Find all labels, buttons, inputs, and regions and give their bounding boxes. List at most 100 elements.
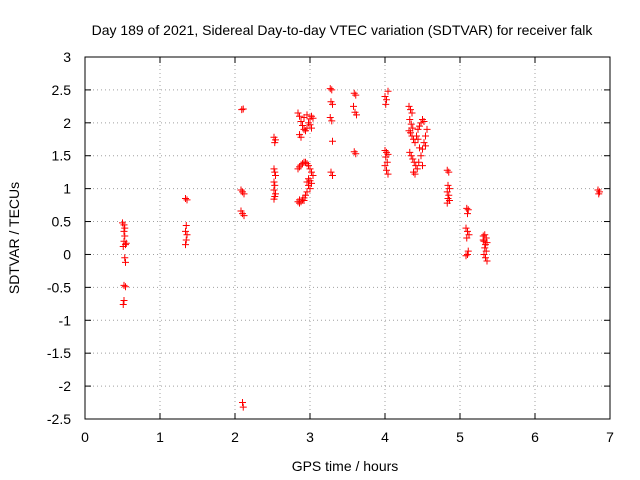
data-point bbox=[595, 190, 603, 198]
data-point bbox=[413, 132, 420, 140]
y-tick-label: 1 bbox=[63, 181, 71, 197]
data-point bbox=[329, 137, 336, 145]
data-point bbox=[481, 231, 489, 239]
data-point bbox=[416, 122, 423, 130]
data-point bbox=[411, 170, 419, 178]
data-point bbox=[270, 165, 278, 173]
data-point bbox=[238, 106, 246, 114]
data-point bbox=[240, 212, 248, 220]
data-point bbox=[414, 125, 422, 133]
data-point bbox=[423, 125, 431, 133]
data-point bbox=[270, 186, 278, 194]
data-point bbox=[326, 85, 334, 93]
data-point bbox=[272, 171, 279, 179]
data-point bbox=[383, 96, 390, 104]
data-point bbox=[299, 121, 306, 129]
data-point bbox=[240, 190, 248, 198]
y-tick-label: -2.5 bbox=[47, 411, 71, 427]
data-point bbox=[445, 168, 453, 176]
data-point bbox=[464, 206, 472, 214]
data-point bbox=[119, 243, 127, 251]
y-axis-title: SDTVAR / TECUs bbox=[6, 182, 22, 294]
data-point bbox=[239, 399, 246, 407]
data-point bbox=[443, 199, 451, 207]
data-point bbox=[329, 100, 336, 108]
data-point bbox=[271, 168, 279, 176]
data-point bbox=[296, 196, 303, 204]
y-tick-label: 2 bbox=[63, 115, 71, 131]
data-point bbox=[121, 254, 129, 262]
data-point bbox=[308, 168, 315, 176]
data-point bbox=[300, 125, 308, 133]
data-point bbox=[483, 239, 491, 247]
data-point bbox=[271, 139, 279, 147]
x-tick-label: 2 bbox=[231, 429, 239, 445]
data-point bbox=[353, 111, 360, 119]
data-point bbox=[296, 112, 303, 120]
data-point bbox=[239, 105, 247, 113]
data-point bbox=[352, 150, 360, 158]
data-point bbox=[122, 283, 129, 291]
data-point bbox=[305, 162, 312, 170]
data-point bbox=[183, 196, 191, 204]
y-tick-label: -1.5 bbox=[47, 345, 71, 361]
y-tick-label: 1.5 bbox=[52, 148, 72, 164]
data-point bbox=[407, 106, 414, 114]
data-point bbox=[445, 191, 453, 199]
y-tick-label: 0 bbox=[63, 246, 71, 262]
data-point bbox=[406, 148, 414, 156]
axis-ticks: 0 1 2 3 4 5 6 7 -2.5 -2 -1.5 -1 -0.5 0 0.5 1 1.5 2 2.5 3 bbox=[47, 49, 614, 445]
data-point bbox=[382, 100, 390, 108]
data-point bbox=[407, 120, 415, 128]
data-point bbox=[384, 87, 392, 95]
data-point bbox=[120, 221, 128, 229]
plot-frame bbox=[84, 56, 611, 420]
data-point bbox=[464, 227, 471, 235]
data-point bbox=[411, 139, 419, 147]
x-tick-label: 3 bbox=[306, 429, 314, 445]
data-point bbox=[306, 165, 314, 173]
data-point bbox=[415, 158, 423, 166]
data-point bbox=[422, 142, 429, 150]
data-point bbox=[420, 139, 428, 147]
data-point bbox=[350, 102, 357, 110]
data-point bbox=[381, 162, 389, 170]
data-point bbox=[416, 144, 423, 152]
x-tick-label: 7 bbox=[606, 429, 614, 445]
data-point bbox=[306, 185, 314, 193]
y-tick-label: 2.5 bbox=[52, 82, 72, 98]
data-point bbox=[482, 254, 489, 262]
data-point bbox=[119, 300, 127, 308]
data-point bbox=[327, 168, 335, 176]
x-tick-label: 0 bbox=[81, 429, 89, 445]
data-point bbox=[464, 250, 471, 258]
data-point bbox=[405, 102, 413, 110]
y-tick-label: 3 bbox=[63, 49, 71, 65]
data-point bbox=[462, 252, 470, 260]
data-point bbox=[271, 181, 279, 189]
data-point bbox=[408, 109, 416, 117]
data-point bbox=[417, 119, 425, 127]
data-point bbox=[383, 166, 390, 174]
data-point bbox=[182, 195, 189, 203]
data-point bbox=[120, 227, 128, 235]
data-point bbox=[417, 152, 425, 160]
data-points bbox=[119, 85, 603, 411]
data-point bbox=[406, 116, 414, 124]
data-point bbox=[326, 114, 334, 122]
x-tick-label: 5 bbox=[456, 429, 464, 445]
data-point bbox=[409, 155, 417, 163]
data-point bbox=[302, 158, 309, 166]
data-point bbox=[182, 241, 189, 249]
data-point bbox=[409, 124, 417, 132]
x-tick-label: 4 bbox=[381, 429, 389, 445]
data-point bbox=[420, 118, 428, 126]
data-point bbox=[419, 145, 426, 153]
data-point bbox=[300, 196, 308, 204]
data-point bbox=[183, 231, 191, 239]
data-point bbox=[483, 257, 491, 265]
data-point bbox=[463, 204, 471, 212]
data-point bbox=[306, 121, 314, 129]
data-point bbox=[303, 178, 311, 186]
